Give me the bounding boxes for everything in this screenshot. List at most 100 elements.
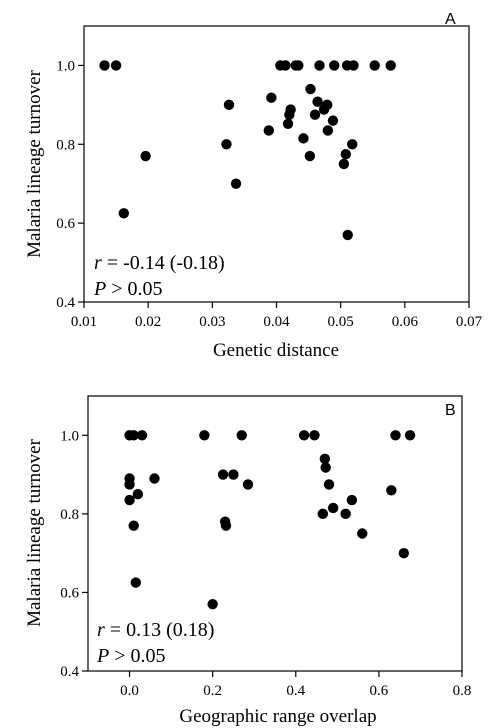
data-point xyxy=(346,494,358,506)
data-point xyxy=(369,60,380,71)
data-point xyxy=(327,502,339,514)
data-point xyxy=(110,60,122,71)
data-point xyxy=(298,133,309,144)
p-annotation: P > 0.05 xyxy=(96,645,166,667)
data-point xyxy=(266,92,277,103)
x-axis-label: Geographic range overlap xyxy=(179,706,376,727)
data-point xyxy=(314,60,325,71)
r-symbol: r xyxy=(94,252,102,274)
data-point xyxy=(404,430,416,441)
p-value: > 0.05 xyxy=(106,278,162,300)
data-point xyxy=(136,430,148,441)
data-point xyxy=(221,139,232,150)
y-axis-label: Malaria lineage turnover xyxy=(24,69,45,257)
data-point xyxy=(309,430,320,441)
data-point xyxy=(230,178,242,189)
x-tick-label: 0.0 xyxy=(120,683,139,699)
p-symbol: P xyxy=(96,645,109,667)
y-tick-label: 0.8 xyxy=(56,137,75,153)
data-point xyxy=(128,430,139,441)
panel-label: B xyxy=(445,402,456,419)
data-point xyxy=(217,469,229,480)
p-value: > 0.05 xyxy=(109,645,165,667)
data-point xyxy=(320,462,331,473)
x-tick-label: 0.02 xyxy=(135,314,161,330)
data-point xyxy=(220,520,232,531)
data-points xyxy=(124,430,416,610)
data-point xyxy=(285,104,296,115)
data-point xyxy=(342,229,353,241)
x-tick-label: 0.6 xyxy=(370,683,389,699)
data-point xyxy=(329,60,340,71)
data-point xyxy=(398,547,410,559)
data-point xyxy=(130,577,141,588)
panel-a: A 0.01 0.02 0.03 0.04 0.05 0.06 0.07 0.4 0.6 0.8… xyxy=(24,11,483,361)
x-tick-label: 0.03 xyxy=(199,314,225,330)
data-point xyxy=(327,115,339,126)
data-point xyxy=(280,60,291,71)
data-point xyxy=(317,508,328,520)
data-point xyxy=(338,158,350,170)
r-value: = -0.14 (-0.18) xyxy=(102,252,225,274)
data-point xyxy=(132,489,144,500)
data-point xyxy=(263,125,274,136)
p-symbol: P xyxy=(93,278,106,300)
y-tick-label: 1.0 xyxy=(56,58,75,74)
data-point xyxy=(304,150,316,162)
data-point xyxy=(124,479,135,490)
data-point xyxy=(348,60,359,71)
x-tick-label: 0.07 xyxy=(456,314,483,330)
y-tick-label: 0.8 xyxy=(60,507,79,523)
data-point xyxy=(223,99,235,111)
x-tick-label: 0.01 xyxy=(71,314,97,330)
x-axis-ticks: 0.01 0.02 0.03 0.04 0.05 0.06 0.07 xyxy=(71,302,483,330)
data-point xyxy=(305,83,316,95)
data-point xyxy=(124,494,135,506)
r-value: = 0.13 (0.18) xyxy=(105,619,215,641)
x-tick-label: 0.05 xyxy=(328,314,354,330)
data-point xyxy=(236,430,247,441)
data-point xyxy=(199,430,210,441)
data-point xyxy=(140,150,151,162)
y-tick-label: 0.6 xyxy=(60,585,79,601)
data-point xyxy=(282,118,294,129)
y-tick-label: 0.4 xyxy=(56,295,75,311)
x-tick-label: 0.8 xyxy=(453,683,472,699)
data-point xyxy=(293,60,304,71)
y-tick-label: 1.0 xyxy=(60,428,79,444)
data-point xyxy=(385,60,396,71)
y-axis-ticks: 0.4 0.6 0.8 1.0 xyxy=(60,428,88,680)
data-point xyxy=(228,469,239,480)
data-point xyxy=(321,99,333,111)
p-annotation: P > 0.05 xyxy=(93,278,163,300)
data-point xyxy=(340,508,351,520)
data-point xyxy=(386,485,397,496)
y-axis-ticks: 0.4 0.6 0.8 1.0 xyxy=(56,58,84,311)
data-point xyxy=(390,430,401,441)
x-axis-label: Genetic distance xyxy=(213,340,339,361)
r-symbol: r xyxy=(97,619,105,641)
data-point xyxy=(128,520,139,531)
data-point xyxy=(99,60,110,71)
panel-b: B 0.0 0.2 0.4 0.6 0.8 0.4 0.6 0.8 1.0 Geographi… xyxy=(24,395,471,727)
plot-frame xyxy=(87,395,463,672)
data-point xyxy=(312,96,323,107)
data-point xyxy=(340,148,351,160)
y-axis-label: Malaria lineage turnover xyxy=(24,438,45,626)
correlation-annotation: r = 0.13 (0.18) xyxy=(97,619,214,641)
panel-label: A xyxy=(445,11,456,28)
data-point xyxy=(207,599,218,610)
data-point xyxy=(323,479,335,490)
data-point xyxy=(347,139,358,150)
correlation-annotation: r = -0.14 (-0.18) xyxy=(94,252,225,274)
data-point xyxy=(149,473,160,484)
data-point xyxy=(322,125,334,136)
x-axis-ticks: 0.0 0.2 0.4 0.6 0.8 xyxy=(120,671,471,699)
x-tick-label: 0.06 xyxy=(392,314,419,330)
y-tick-label: 0.6 xyxy=(56,216,75,232)
data-point xyxy=(357,528,368,539)
data-points xyxy=(99,60,396,241)
y-tick-label: 0.4 xyxy=(60,664,79,680)
data-point xyxy=(309,109,321,120)
